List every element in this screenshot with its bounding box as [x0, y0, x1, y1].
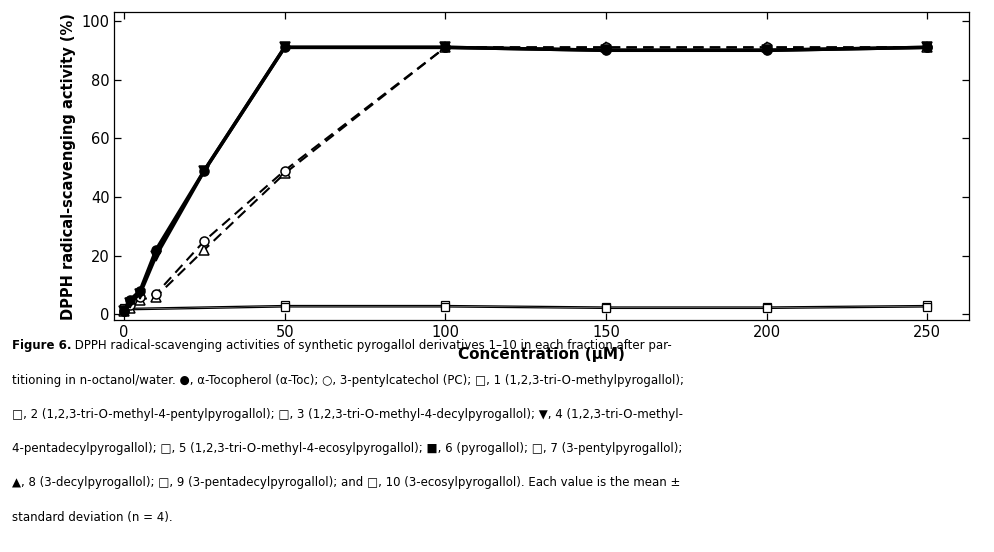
Text: titioning in n-octanol/water. ●, α-Tocopherol (α-Toc); ○, 3-pentylcatechol (PC);: titioning in n-octanol/water. ●, α-Tocop… [12, 374, 684, 387]
Text: 4-pentadecylpyrogallol); □, 5 (1,2,3-tri-O-methyl-4-ecosylpyrogallol); ■, 6 (pyr: 4-pentadecylpyrogallol); □, 5 (1,2,3-tri… [12, 442, 682, 455]
Text: □, 2 (1,2,3-tri-O-methyl-4-pentylpyrogallol); □, 3 (1,2,3-tri-O-methyl-4-decylpy: □, 2 (1,2,3-tri-O-methyl-4-pentylpyrogal… [12, 408, 683, 421]
Text: standard deviation (n = 4).: standard deviation (n = 4). [12, 511, 173, 524]
Text: DPPH radical-scavenging activities of synthetic pyrogallol derivatives 1–10 in e: DPPH radical-scavenging activities of sy… [72, 339, 672, 353]
Y-axis label: DPPH radical-scavenging activity (%): DPPH radical-scavenging activity (%) [61, 13, 76, 320]
Text: Figure 6.: Figure 6. [12, 339, 72, 353]
X-axis label: Concentration (μM): Concentration (μM) [458, 347, 625, 362]
Text: ▲, 8 (3-decylpyrogallol); □, 9 (3-pentadecylpyrogallol); and □, 10 (3-ecosylpyro: ▲, 8 (3-decylpyrogallol); □, 9 (3-pentad… [12, 476, 680, 490]
